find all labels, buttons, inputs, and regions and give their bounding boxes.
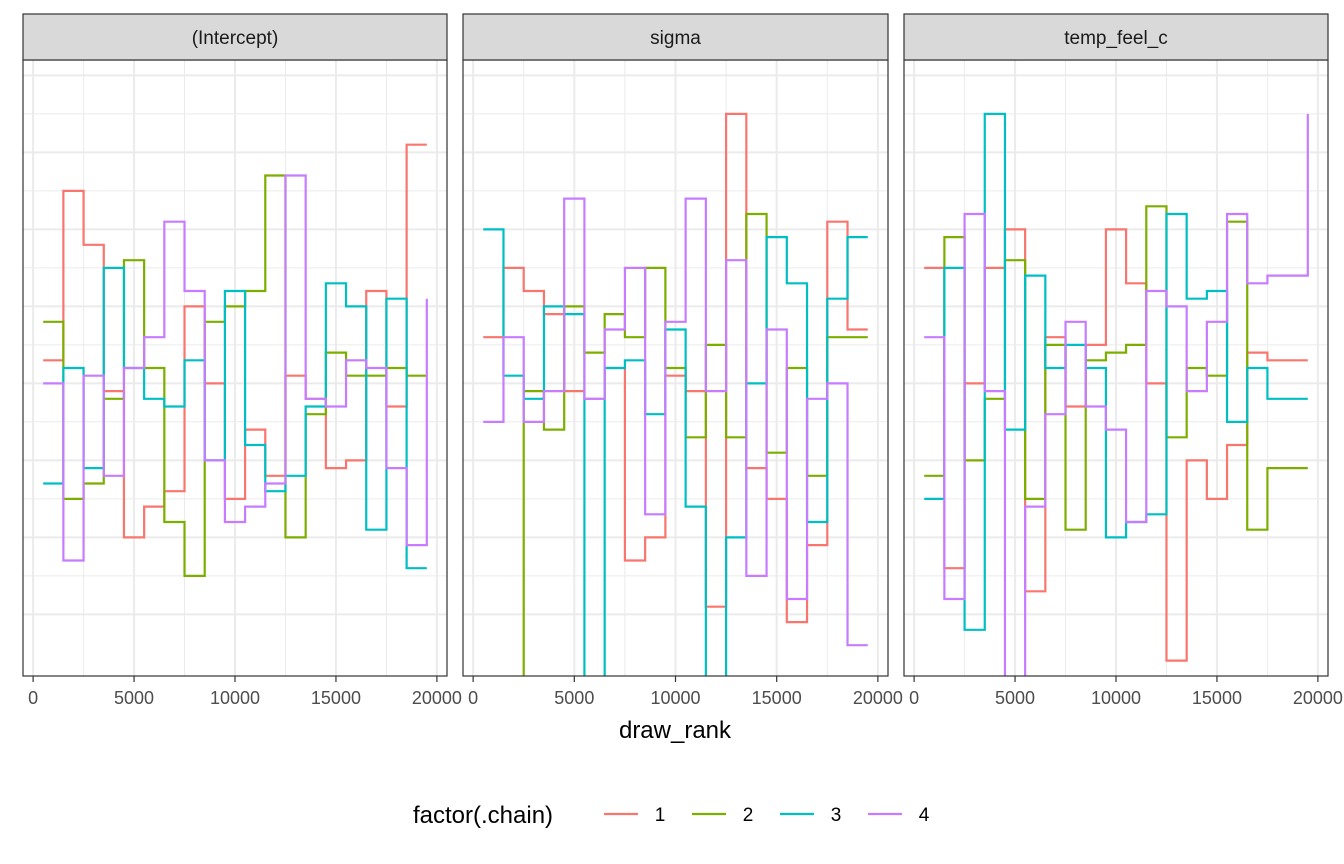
legend-label-4: 4 (919, 805, 930, 826)
x-tick-label: 15000 (311, 688, 361, 708)
series-line-chain-3 (43, 266, 427, 570)
x-tick-label: 15000 (1192, 688, 1242, 708)
x-tick-label: 10000 (210, 688, 260, 708)
panel-3: temp_feel_c 0 5000 10000 15000 20000 (903, 13, 1343, 708)
series-line-chain-1 (483, 112, 868, 624)
legend-item-4: 4 (868, 805, 930, 826)
legend-label-1: 1 (655, 805, 666, 826)
x-tick-label: 0 (909, 688, 919, 708)
legend-label-3: 3 (831, 805, 842, 826)
series-line-chain-4 (43, 174, 428, 562)
series-line-chain-3 (483, 228, 868, 676)
x-tick-label: 10000 (1091, 688, 1141, 708)
x-tick-label: 20000 (412, 688, 462, 708)
series-group (924, 112, 1309, 676)
legend-item-1: 1 (604, 805, 665, 826)
legend: factor(.chain) 1 2 3 4 (413, 802, 930, 829)
x-tick-label: 0 (28, 688, 38, 708)
panel-2: sigma 0 5000 10000 15000 20000 (462, 13, 903, 708)
x-tick-label: 5000 (114, 688, 154, 708)
x-tick-label: 5000 (554, 688, 594, 708)
x-tick-label: 0 (468, 688, 478, 708)
series-line-chain-4 (483, 197, 868, 647)
series-line-chain-3 (924, 112, 1308, 631)
facet-strip (22, 13, 448, 61)
legend-item-3: 3 (780, 805, 841, 826)
x-tick-label: 20000 (853, 688, 903, 708)
series-line-chain-4 (924, 113, 1309, 676)
facet-strip (462, 13, 889, 61)
x-tick-label: 15000 (752, 688, 802, 708)
panel-1: (Intercept) 0 5000 10000 15000 20000 (22, 13, 462, 708)
series-group (43, 143, 428, 577)
x-axis-title: draw_rank (619, 717, 732, 744)
facet-strip-label: temp_feel_c (1064, 28, 1168, 49)
facet-strip-label: sigma (650, 28, 701, 49)
x-tick-label: 10000 (650, 688, 700, 708)
legend-label-2: 2 (743, 805, 754, 826)
legend-item-2: 2 (692, 805, 753, 826)
x-tick-label: 5000 (995, 688, 1035, 708)
x-tick-label: 20000 (1293, 688, 1343, 708)
facet-strip (903, 13, 1329, 61)
facet-strip-label: (Intercept) (192, 28, 279, 49)
series-line-chain-1 (43, 143, 427, 539)
legend-title: factor(.chain) (413, 802, 553, 829)
series-group (483, 112, 868, 676)
